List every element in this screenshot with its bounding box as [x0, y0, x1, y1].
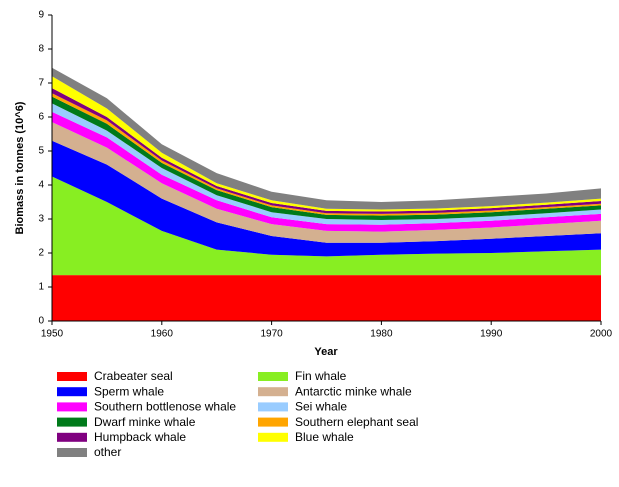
area: [52, 67, 601, 210]
y-tick-label: 9: [38, 10, 44, 21]
legend-swatch: [258, 402, 288, 412]
y-tick-label: 6: [38, 112, 44, 123]
legend-label: Antarctic minke whale: [295, 384, 412, 398]
x-tick-label: 1980: [370, 329, 393, 340]
legend-swatch: [258, 387, 288, 397]
legend-label: Crabeater seal: [94, 369, 173, 383]
area: [52, 122, 601, 243]
legend-label: Southern bottlenose whale: [94, 400, 236, 414]
legend-swatch: [57, 448, 87, 457]
legend-label: Sperm whale: [94, 384, 164, 398]
x-tick-label: 1950: [41, 329, 64, 340]
legend-label: other: [94, 445, 121, 459]
x-tick-label: 2000: [590, 329, 613, 340]
y-tick-label: 8: [38, 44, 44, 55]
x-tick-label: 1960: [151, 329, 174, 340]
y-tick-label: 1: [38, 282, 44, 293]
x-tick-label: 1990: [480, 329, 503, 340]
x-axis-title: Year: [314, 346, 338, 358]
area: [52, 140, 601, 257]
legend-label: Fin whale: [295, 369, 347, 383]
legend-swatch: [258, 372, 288, 381]
area: [52, 176, 601, 276]
legend-swatch: [57, 432, 87, 442]
area: [52, 275, 601, 321]
y-axis-title: Biomass in tonnes (10^6): [14, 101, 26, 234]
legend-label: Dwarf minke whale: [94, 415, 196, 429]
y-tick-label: 5: [38, 146, 44, 157]
legend-swatch: [57, 402, 87, 412]
legend-swatch: [258, 432, 288, 442]
y-tick-label: 0: [38, 316, 44, 327]
legend-label: Blue whale: [295, 430, 354, 444]
area: [52, 111, 601, 232]
legend-label: Sei whale: [295, 400, 347, 414]
legend-swatch: [57, 417, 87, 427]
y-tick-label: 2: [38, 248, 44, 259]
legend-label: Southern elephant seal: [295, 415, 418, 429]
y-tick-label: 4: [38, 180, 44, 191]
y-tick-label: 7: [38, 78, 44, 89]
legend-swatch: [57, 372, 87, 381]
x-tick-label: 1970: [260, 329, 283, 340]
legend-swatch: [258, 417, 288, 427]
legend-label: Humpback whale: [94, 430, 186, 444]
legend-swatch: [57, 387, 87, 397]
y-tick-label: 3: [38, 214, 44, 225]
